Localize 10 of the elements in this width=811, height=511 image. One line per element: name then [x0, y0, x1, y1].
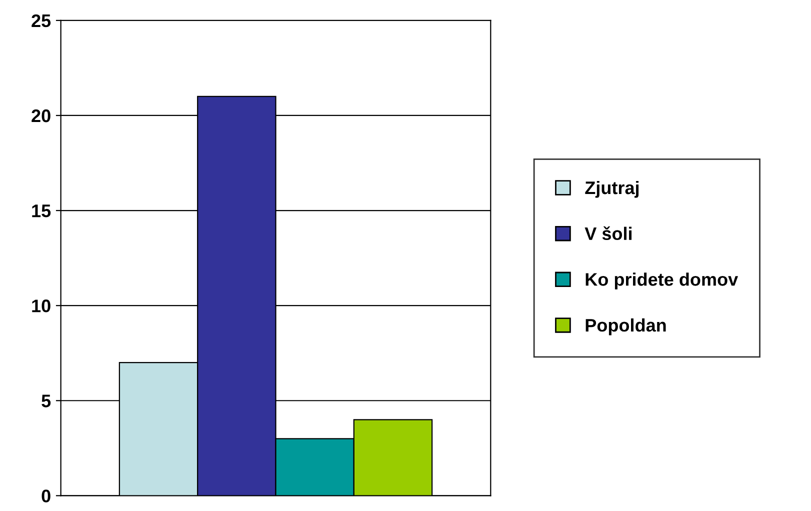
- legend-label: Zjutraj: [585, 180, 639, 198]
- legend-label: Popoldan: [586, 318, 666, 336]
- y-tick-label: 15: [32, 204, 51, 218]
- y-tick-label: 5: [42, 394, 51, 408]
- y-tick-label: 25: [32, 14, 51, 28]
- legend-label: Ko pridete domov: [586, 272, 738, 290]
- y-tick-label: 10: [32, 300, 50, 312]
- legend-label: V šoli: [584, 226, 632, 240]
- y-tick-label: 0: [42, 490, 50, 502]
- y-tick-label: 20: [32, 109, 50, 122]
